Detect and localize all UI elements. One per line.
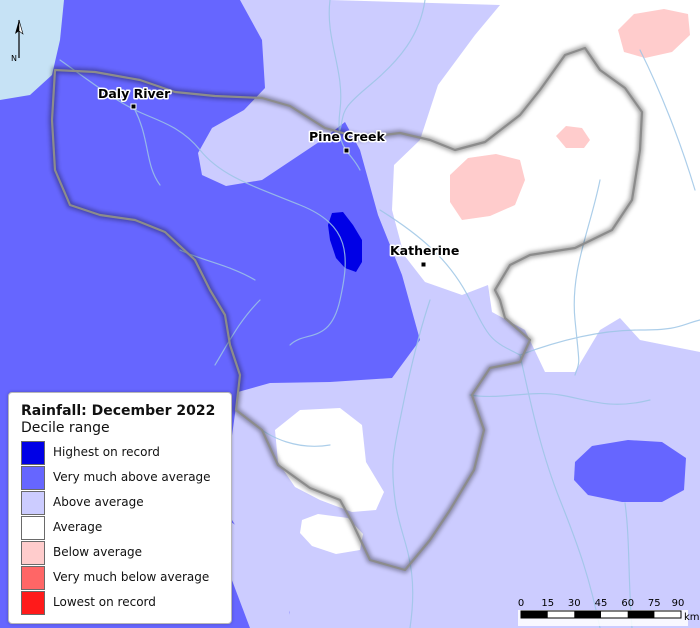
sea-area [0, 0, 64, 100]
region-boundary [48, 44, 646, 574]
scale-tick-label: 15 [541, 598, 554, 609]
legend-item: Highest on record [19, 441, 229, 466]
legend-subtitle: Decile range [21, 420, 110, 436]
legend-label: Above average [53, 495, 144, 509]
scale-tick-label: 60 [621, 598, 634, 609]
legend-swatch [21, 516, 45, 540]
below-average-patch-1 [450, 154, 525, 220]
below-average-patch-2 [556, 126, 590, 148]
legend-label: Highest on record [53, 445, 160, 459]
average-region-southwest [300, 514, 363, 554]
legend-label: Lowest on record [53, 595, 156, 609]
legend-item: Above average [19, 491, 229, 516]
legend-swatch [21, 541, 45, 565]
legend-item: Average [19, 516, 229, 541]
legend-swatch [21, 466, 45, 490]
legend-label: Very much below average [53, 570, 210, 584]
place-label: Daly River [98, 86, 171, 101]
legend-item: Lowest on record [19, 591, 229, 616]
legend-swatch [21, 441, 45, 465]
legend-label: Below average [53, 545, 143, 559]
legend-swatch [21, 491, 45, 515]
legend-item: Very much above average [19, 466, 229, 491]
below-average-patch-3 [618, 9, 690, 58]
legend-item: Below average [19, 541, 229, 566]
place-daly-river: Daly River [97, 85, 173, 110]
sea-area-inlet [38, 0, 48, 30]
town-marker [130, 103, 137, 110]
very-much-above-average-patch-east [574, 440, 686, 502]
scale-tick-label: 0 [518, 598, 524, 609]
scale-tick-label: 45 [595, 598, 608, 609]
legend-item: Very much below average [19, 566, 229, 591]
scale-tick-label: 30 [568, 598, 581, 609]
scale-bar: 0 15 30 45 60 75 90 km [518, 598, 700, 626]
scale-tick-label: 75 [648, 598, 661, 609]
legend-label: Average [53, 520, 103, 534]
town-marker [343, 147, 350, 154]
scale-tick-label: 90 [672, 598, 685, 609]
legend-label: Very much above average [53, 470, 211, 484]
map-legend: Rainfall: December 2022 Decile range Hig… [8, 392, 232, 624]
place-pine-creek: Pine Creek [308, 128, 387, 154]
place-label: Katherine [390, 243, 459, 258]
highest-on-record-patch [328, 212, 362, 272]
town-marker [420, 261, 427, 268]
place-label: Pine Creek [309, 129, 385, 144]
above-average-island-west [225, 518, 292, 628]
legend-swatch [21, 591, 45, 615]
scale-unit-label: km [684, 612, 700, 623]
north-label: N [11, 54, 17, 63]
north-arrow-icon [15, 20, 19, 34]
north-arrow: N [11, 19, 24, 63]
place-katherine: Katherine [389, 242, 461, 268]
legend-swatch [21, 566, 45, 590]
legend-title: Rainfall: December 2022 [21, 403, 216, 419]
